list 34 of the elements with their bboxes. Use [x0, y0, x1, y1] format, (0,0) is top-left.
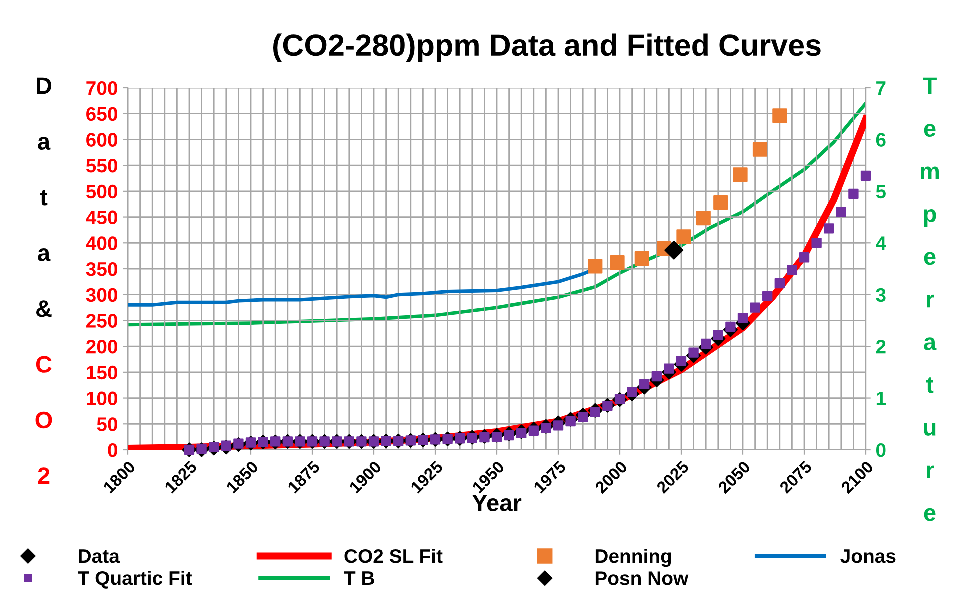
legend-label: T Quartic Fit [78, 570, 192, 589]
legend-label: Denning [596, 548, 672, 568]
y2-tick-label: 5 [876, 185, 886, 199]
x-axis-title: Year [472, 495, 522, 512]
y-tick-label: 700 [86, 81, 118, 96]
y2-tick-label: 7 [876, 82, 886, 96]
y-tick-label: 400 [86, 236, 118, 250]
y2-tick-label: 2 [876, 340, 886, 354]
text: Data & CO2 [36, 78, 52, 484]
legend-label: Data [79, 550, 120, 564]
y2-tick-label: 3 [876, 288, 886, 302]
y-tick-label: 0 [108, 443, 118, 458]
y-tick-label: 200 [86, 340, 118, 354]
y-tick-label: 300 [86, 288, 118, 302]
y-tick-label: 600 [86, 133, 118, 147]
y-tick-label: 350 [86, 262, 118, 276]
y2-tick-label: 6 [876, 133, 886, 147]
y2-tick-label: 0 [876, 443, 886, 458]
legend-label: Posn Now [596, 572, 689, 586]
y2-tick-label: 1 [876, 392, 886, 406]
text: Temperature [921, 78, 940, 522]
y-tick-label: 550 [86, 159, 118, 173]
y-tick-label: 450 [86, 210, 118, 225]
y-tick-label: 250 [86, 314, 118, 328]
y-tick-label: 100 [87, 392, 118, 406]
legend-label: Jonas [840, 550, 896, 564]
y-tick-label: 150 [87, 366, 118, 380]
y-tick-label: 650 [86, 107, 118, 122]
y2-tick-label: 4 [876, 236, 886, 250]
legend-label: T B [344, 572, 374, 586]
legend-label: CO2 SL Fit [344, 548, 443, 564]
y-tick-label: 50 [97, 418, 118, 432]
y-tick-label: 500 [86, 184, 118, 199]
chart-title: (CO2-280)ppm Data and Fitted Curves [273, 34, 821, 62]
